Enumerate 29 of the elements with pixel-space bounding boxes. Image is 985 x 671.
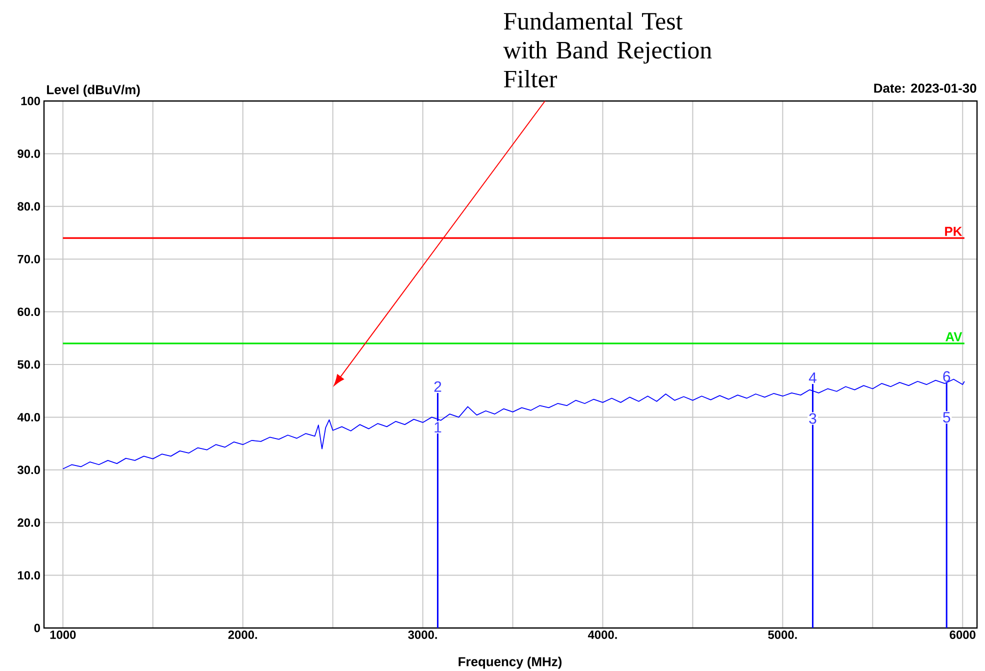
y-axis-title: Level (dBuV/m) bbox=[47, 84, 140, 97]
annotation: 4 bbox=[808, 372, 816, 383]
y-tick-label: 50.0 bbox=[18, 360, 40, 369]
x-tick-label: 3000. bbox=[408, 630, 437, 640]
y-tick-label: 10.0 bbox=[18, 571, 40, 580]
y-tick-label: 100 bbox=[21, 96, 40, 106]
x-tick-label: 2000. bbox=[228, 630, 257, 639]
y-tick-label: 0 bbox=[34, 624, 40, 632]
y-tick-label: 70.0 bbox=[18, 254, 40, 264]
x-tick-label: 1000 bbox=[50, 630, 76, 639]
annotation: 2 bbox=[434, 381, 442, 392]
x-tick-label: 4000. bbox=[588, 630, 617, 639]
x-tick-label: 5000. bbox=[768, 630, 797, 639]
ref-line-label: PK bbox=[945, 226, 962, 236]
x-axis-title: Frequency (MHz) bbox=[458, 656, 562, 669]
y-tick-label: 20.0 bbox=[18, 518, 40, 527]
ref-line-label: AV bbox=[946, 332, 962, 342]
annotation: 3 bbox=[809, 413, 816, 424]
x-tick-label: 6000 bbox=[950, 630, 976, 639]
annotation: 6 bbox=[943, 371, 950, 382]
y-tick-label: 90.0 bbox=[18, 149, 40, 158]
text: Fundamental Test with Band Rejection Filter bbox=[503, 12, 712, 88]
y-tick-label: 80.0 bbox=[18, 202, 40, 211]
annotation: 1 bbox=[434, 422, 442, 432]
y-tick-label: 60.0 bbox=[18, 308, 40, 316]
text: Date: 2023-01-30 bbox=[874, 84, 976, 93]
y-tick-label: 30.0 bbox=[17, 466, 40, 474]
y-tick-label: 40.0 bbox=[17, 412, 40, 422]
annotation: 5 bbox=[943, 412, 950, 423]
